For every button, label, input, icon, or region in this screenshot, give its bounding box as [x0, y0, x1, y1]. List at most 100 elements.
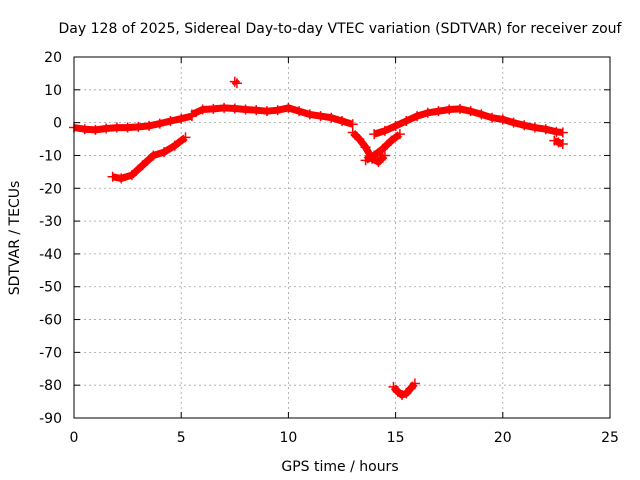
data-point — [251, 105, 262, 116]
x-axis-label: GPS time / hours — [281, 459, 398, 475]
data-point — [409, 378, 420, 389]
plot-frame — [73, 56, 611, 419]
data-point — [79, 124, 90, 135]
data-point — [369, 150, 380, 161]
gridlines — [74, 57, 610, 418]
data-point — [373, 157, 384, 168]
data-point — [388, 381, 399, 392]
series-trace — [190, 104, 354, 128]
data-point — [360, 142, 371, 153]
data-point — [133, 121, 144, 132]
data-point — [405, 383, 416, 394]
data-points — [69, 76, 568, 401]
data-point — [144, 120, 155, 131]
data-point — [126, 170, 137, 181]
y-tick-label: -70 — [39, 345, 62, 361]
series-main-band-2 — [186, 102, 358, 130]
data-point — [180, 132, 191, 143]
y-tick-label: 10 — [44, 83, 62, 99]
data-point — [137, 160, 148, 171]
data-point — [169, 140, 180, 151]
data-point — [360, 155, 371, 166]
series-trace — [350, 130, 388, 166]
data-point — [497, 114, 508, 125]
data-point — [240, 104, 251, 115]
data-point — [476, 109, 487, 120]
data-point — [229, 103, 240, 114]
y-axis-ticks: 20 10 0 -10 -20 -30 -40 -50 -60 -70 -80 -90 — [39, 50, 610, 427]
y-axis-label: SDTVAR / TECUs — [7, 181, 23, 296]
x-tick-label: 15 — [387, 430, 405, 446]
data-point — [454, 103, 465, 114]
data-point — [390, 120, 401, 131]
y-tick-label: -40 — [39, 247, 62, 263]
data-point — [557, 138, 568, 149]
series-outlier — [229, 76, 242, 89]
data-point — [369, 129, 380, 140]
data-point — [154, 118, 165, 129]
data-point — [229, 76, 240, 87]
data-point — [122, 122, 133, 133]
x-axis-ticks: 0 5 10 15 20 25 — [70, 57, 619, 446]
data-point — [304, 109, 315, 120]
data-point — [197, 104, 208, 115]
y-tick-label: -90 — [39, 411, 62, 427]
data-point — [337, 115, 347, 126]
y-tick-label: -30 — [39, 214, 62, 230]
data-point — [231, 78, 242, 89]
data-point — [386, 135, 397, 146]
series-main-band-3 — [369, 103, 568, 140]
y-tick-label: -60 — [39, 313, 62, 329]
series-end-tail — [549, 135, 568, 149]
x-tick-label: 10 — [279, 430, 297, 446]
x-tick-label: 20 — [494, 430, 512, 446]
data-point — [101, 123, 112, 134]
x-tick-label: 0 — [70, 430, 79, 446]
data-point — [397, 390, 408, 401]
data-point — [208, 103, 219, 114]
data-point — [422, 107, 433, 118]
y-tick-label: -10 — [39, 148, 62, 164]
y-tick-label: 20 — [44, 50, 62, 66]
x-tick-label: 25 — [601, 430, 619, 446]
series-recovery-2-5h — [107, 132, 191, 184]
data-point — [549, 135, 560, 146]
data-point — [347, 127, 358, 138]
data-point — [283, 102, 294, 113]
data-point — [315, 111, 326, 122]
data-point — [433, 106, 444, 117]
series-rise-14-15h — [360, 129, 405, 166]
data-point — [379, 125, 390, 136]
data-point — [165, 115, 176, 126]
data-point — [176, 113, 187, 124]
data-point — [261, 106, 272, 117]
data-point — [540, 124, 551, 135]
data-point — [272, 105, 283, 116]
data-point — [487, 112, 498, 123]
y-tick-label: -80 — [39, 378, 62, 394]
data-point — [111, 122, 122, 133]
data-point — [519, 120, 530, 131]
data-point — [354, 134, 365, 145]
data-point — [294, 106, 305, 117]
data-point — [186, 109, 197, 120]
data-point — [219, 102, 230, 113]
data-point — [465, 106, 476, 117]
y-tick-label: 0 — [53, 116, 62, 132]
x-tick-label: 5 — [177, 430, 186, 446]
data-point — [412, 111, 423, 122]
series-extreme-dip — [388, 378, 420, 401]
data-point — [401, 388, 412, 399]
data-point — [553, 137, 564, 148]
data-point — [107, 171, 118, 182]
data-point — [379, 150, 390, 161]
data-point — [394, 129, 405, 140]
series-main-band-1 — [69, 111, 197, 135]
data-point — [148, 150, 159, 161]
data-point — [444, 104, 455, 115]
data-point — [377, 143, 388, 154]
data-point — [116, 173, 127, 184]
y-tick-label: -50 — [39, 280, 62, 296]
data-point — [401, 115, 412, 126]
